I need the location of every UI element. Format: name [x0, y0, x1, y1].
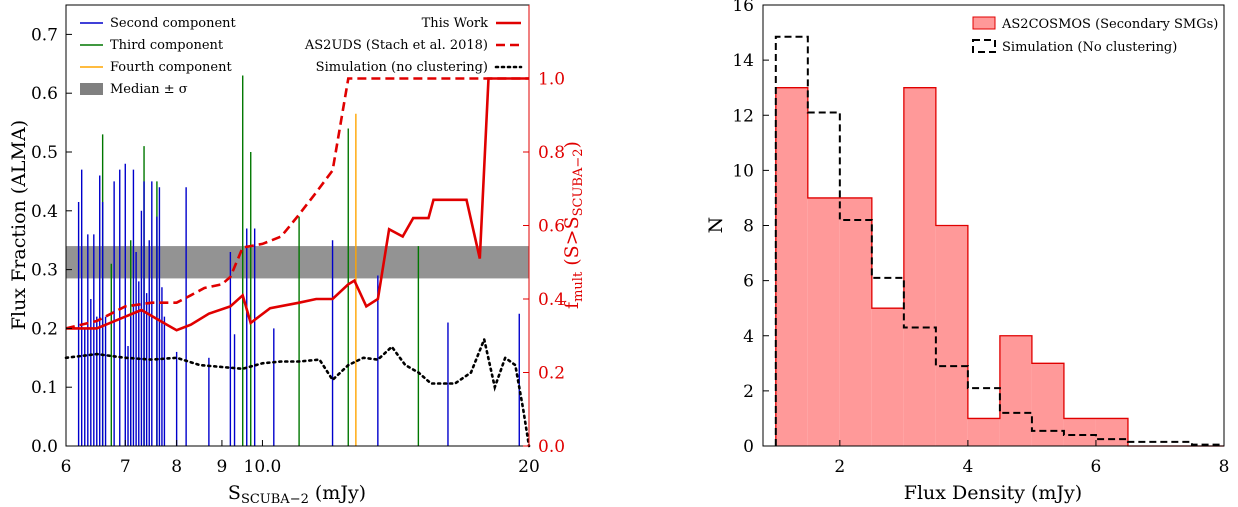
legend-item-simulation: Simulation (no clustering): [316, 60, 523, 75]
hist-x-tick-label: 8: [1219, 457, 1230, 477]
legend-label-as2uds: AS2UDS (Stach et al. 2018): [304, 38, 488, 53]
hist-x-axis-label: Flux Density (mJy): [904, 482, 1082, 504]
as2cosmos-bar: [839, 197, 872, 446]
left-x-tick-label: 20: [518, 457, 540, 477]
right-y-tick-label: 0.0: [538, 437, 565, 457]
left-y-tick-label: 0.6: [31, 84, 58, 104]
left-y-tick-label: 0.7: [31, 25, 58, 45]
legend-label-simulation: Simulation (no clustering): [316, 60, 488, 75]
hist-y-tick-label: 10: [732, 161, 754, 181]
legend-swatch-sim-hist: [972, 39, 996, 53]
left-y-tick-label: 0.1: [31, 378, 58, 398]
legend-label-median: Median ± σ: [110, 82, 188, 97]
left-x-tick-label: 8: [171, 457, 182, 477]
left-y-tick-label: 0.0: [31, 437, 58, 457]
as2cosmos-bar: [967, 418, 1000, 446]
left-x-tick-label: 7: [120, 457, 131, 477]
legend-item-fourth: Fourth component: [80, 60, 232, 75]
hist-x-tick-label: 6: [1091, 457, 1102, 477]
as2cosmos-bar: [775, 87, 808, 446]
hist-y-tick-label: 16: [732, 0, 754, 16]
legend-swatch-as2cosmos: [972, 16, 996, 30]
simulation-line: [64, 334, 531, 448]
left-bars-group: [77, 75, 520, 446]
as2cosmos-bar: [1095, 418, 1128, 446]
hist-y-tick-label: 4: [743, 327, 754, 347]
left-y-ticks: 0.0 0.1 0.2 0.3 0.4 0.5 0.6 0.7: [31, 25, 72, 457]
left-y-axis-label: Flux Fraction (ALMA): [8, 120, 30, 330]
right-y-ticks: 0.0 0.2 0.4 0.6 0.8 1.0: [523, 5, 565, 457]
left-legend: Second component Third component Fourth …: [80, 16, 237, 97]
legend-item-this-work: This Work: [422, 16, 521, 31]
legend-item-second: Second component: [80, 16, 237, 31]
as2cosmos-bar: [1063, 418, 1096, 446]
hist-x-tick-label: 4: [962, 457, 973, 477]
right-y-tick-label: 0.2: [538, 364, 565, 384]
left-x-ticks: 6 7 8 9 10.0 20: [61, 440, 540, 477]
hist-y-tick-label: 12: [732, 106, 754, 126]
legend-item-as2uds: AS2UDS (Stach et al. 2018): [304, 38, 521, 53]
as2cosmos-bar: [1031, 363, 1064, 446]
legend-label-second: Second component: [110, 16, 237, 31]
legend-swatch-median: [80, 83, 103, 95]
legend-label-as2cosmos: AS2COSMOS (Secondary SMGs): [1001, 17, 1218, 32]
hist-y-axis-label: N: [705, 217, 727, 234]
legend-label-sim-hist: Simulation (No clustering): [1002, 40, 1177, 55]
hist-y-tick-label: 0: [743, 437, 754, 457]
simulation-histogram: [774, 35, 1224, 446]
left-x-tick-label: 9: [217, 457, 228, 477]
left-y-tick-label: 0.2: [31, 319, 58, 339]
as2uds-line: [65, 77, 529, 330]
hist-y-tick-label: 8: [743, 217, 754, 237]
as2cosmos-bar: [935, 225, 968, 446]
left-x-tick-label: 6: [61, 457, 72, 477]
hist-legend: AS2COSMOS (Secondary SMGs) Simulation (N…: [972, 16, 1218, 55]
right-legend: This Work AS2UDS (Stach et al. 2018) Sim…: [304, 16, 523, 75]
left-median-band: [66, 246, 529, 279]
legend-label-fourth: Fourth component: [110, 60, 232, 75]
legend-item-median: Median ± σ: [80, 82, 188, 97]
as2cosmos-bar: [903, 87, 936, 446]
left-x-axis-label: SSCUBA−2 (mJy): [228, 482, 366, 507]
hist-y-tick-label: 14: [732, 51, 754, 71]
right-y-tick-label: 0.4: [538, 290, 565, 310]
left-x-tick-label: 10.0: [244, 457, 282, 477]
right-y-tick-label: 0.8: [538, 143, 565, 163]
left-y-tick-label: 0.3: [31, 261, 58, 281]
as2cosmos-bar: [999, 335, 1032, 446]
hist-y-tick-label: 2: [743, 382, 754, 402]
left-y-tick-label: 0.5: [31, 143, 58, 163]
legend-label-third: Third component: [110, 38, 224, 53]
legend-label-this-work: This Work: [422, 16, 489, 31]
this-work-line: [66, 77, 529, 332]
as2cosmos-outline: [775, 87, 1224, 447]
legend-item-as2cosmos: AS2COSMOS (Secondary SMGs): [972, 16, 1218, 32]
legend-item-sim-hist: Simulation (No clustering): [972, 39, 1177, 55]
hist-y-ticks: 0 2 4 6 8 10 12 14 16: [732, 0, 769, 457]
right-y-tick-label: 0.6: [538, 217, 565, 237]
hist-y-tick-label: 6: [743, 272, 754, 292]
hist-x-tick-label: 2: [834, 457, 845, 477]
right-y-tick-label: 1.0: [538, 70, 565, 90]
left-y-tick-label: 0.4: [31, 202, 58, 222]
hist-x-ticks: 2 4 6 8: [834, 440, 1229, 477]
legend-item-third: Third component: [80, 38, 224, 53]
as2cosmos-bar: [871, 308, 904, 446]
as2cosmos-bar: [807, 197, 840, 446]
left-chart: 6 7 8 9 10.0 20 0.00.10.20.30.40.50.60.7 0.00…: [8, 4, 586, 507]
right-y-axis-label: fmult (S>SSCUBA−2): [561, 141, 586, 309]
as2cosmos-histogram: [775, 87, 1224, 447]
